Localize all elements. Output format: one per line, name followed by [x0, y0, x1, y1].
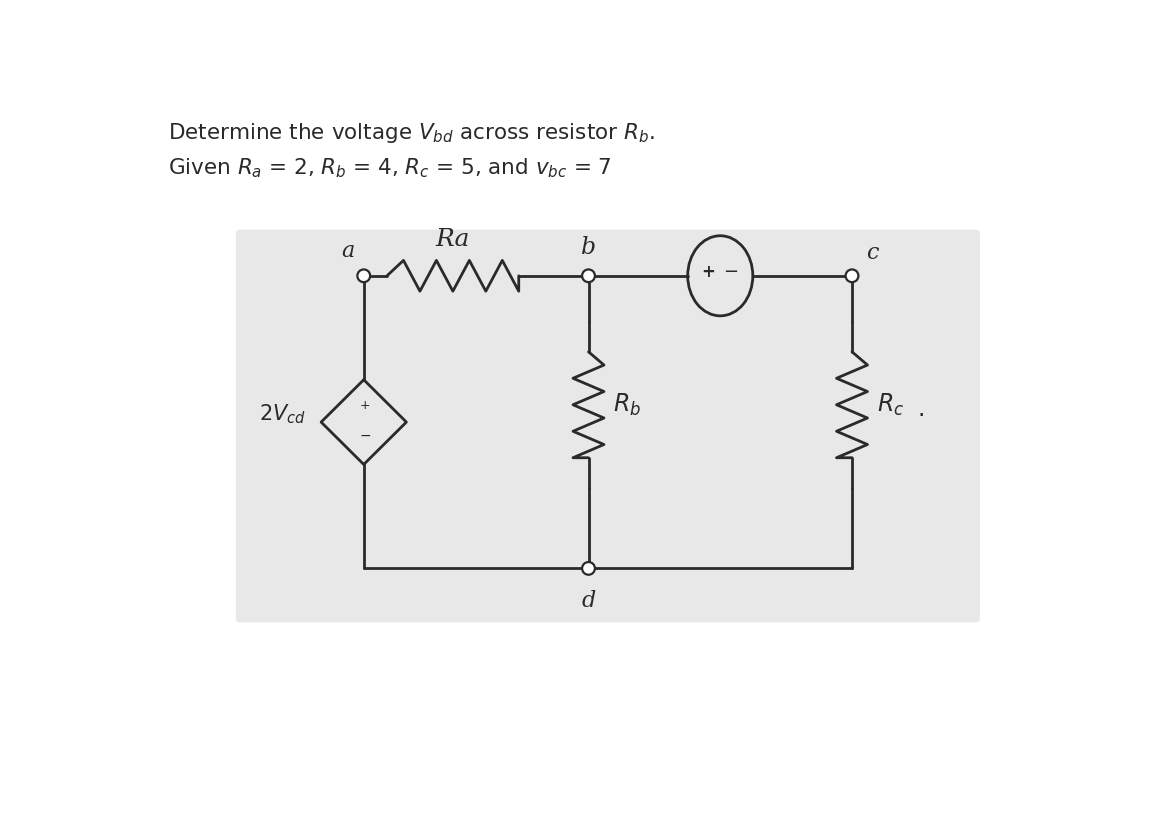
Circle shape [845, 269, 858, 282]
Text: b: b [581, 236, 596, 259]
Text: .: . [918, 397, 925, 420]
Text: $R_c$: $R_c$ [877, 392, 904, 418]
Text: Ra: Ra [436, 228, 470, 251]
Circle shape [582, 269, 595, 282]
Text: c: c [866, 242, 878, 264]
Text: −: − [723, 263, 738, 281]
FancyBboxPatch shape [236, 229, 980, 623]
Text: $R_b$: $R_b$ [613, 392, 641, 418]
Circle shape [357, 269, 370, 282]
Text: $2V_{cd}$: $2V_{cd}$ [259, 402, 306, 426]
Text: a: a [342, 240, 355, 262]
Text: d: d [581, 590, 595, 612]
Text: Determine the voltage $V_{bd}$ across resistor $R_b$.: Determine the voltage $V_{bd}$ across re… [168, 121, 655, 145]
Circle shape [582, 562, 595, 574]
Text: Given $R_a$ = 2, $R_b$ = 4, $R_c$ = 5, and $v_{bc}$ = 7: Given $R_a$ = 2, $R_b$ = 4, $R_c$ = 5, a… [168, 156, 613, 180]
Text: +: + [360, 399, 371, 411]
Text: +: + [701, 263, 715, 281]
Text: −: − [359, 429, 371, 443]
